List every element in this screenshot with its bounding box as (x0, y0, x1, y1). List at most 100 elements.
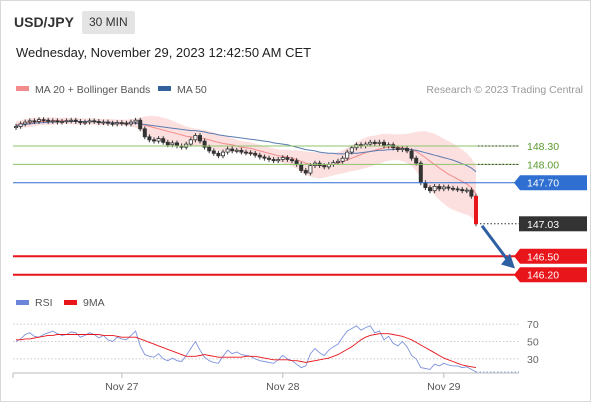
candle (340, 155, 345, 164)
interval-badge[interactable]: 30 MIN (82, 11, 135, 34)
candle (18, 121, 23, 129)
candle-body (308, 165, 313, 174)
candle-body (110, 122, 115, 125)
candle-body (381, 141, 386, 147)
candle-body (230, 148, 235, 152)
candle-body (161, 138, 166, 143)
candle (55, 118, 60, 125)
legend-swatch-9ma (64, 300, 77, 305)
candle (257, 152, 262, 160)
level-label: 148.30 (527, 141, 559, 153)
candle-body (87, 120, 92, 123)
candle (345, 149, 350, 161)
candle (161, 136, 166, 145)
candle (441, 184, 446, 192)
candle (377, 139, 382, 146)
level-badge (514, 175, 587, 191)
candle (308, 163, 313, 176)
candle-body (248, 152, 253, 155)
candle-body (280, 157, 285, 160)
candle (437, 184, 442, 192)
candle-body (285, 157, 290, 160)
candle (27, 118, 32, 125)
current-price-label: 147.03 (527, 219, 559, 231)
candle-layer (13, 117, 478, 227)
candle (60, 119, 65, 125)
candle-body (409, 150, 414, 159)
candle-body (156, 138, 161, 142)
candle (37, 117, 42, 124)
x-axis-label: Nov 29 (427, 381, 460, 393)
candle-body (469, 189, 474, 197)
candle-body (101, 121, 106, 124)
candle (280, 155, 285, 162)
level-label: 146.50 (527, 251, 559, 263)
rsi-tick-label: 30 (527, 354, 539, 366)
candle (202, 138, 207, 150)
candle (473, 193, 478, 227)
candle-body (418, 162, 423, 184)
candle (211, 148, 216, 156)
candle-body (170, 142, 175, 146)
candle (262, 154, 267, 161)
candle-body (64, 120, 69, 123)
datetime-label: Wednesday, November 29, 2023 12:42:50 AM… (16, 45, 312, 60)
candle (455, 186, 460, 192)
candle-body (464, 189, 469, 192)
legend-swatch-rsi (16, 300, 29, 305)
credit-label: Research © 2023 Trading Central (426, 84, 583, 96)
candle-body (124, 122, 129, 125)
legend-label-rsi: RSI (35, 297, 53, 309)
symbol-label: USD/JPY (14, 14, 74, 30)
candle (78, 119, 83, 126)
candle-body (32, 120, 37, 123)
rsi-layer: 70 50 30 (13, 319, 539, 373)
rsi-line (15, 325, 477, 373)
rsi-9ma-line (16, 333, 477, 369)
level-146.50: 146.50 (13, 248, 587, 264)
candle (138, 117, 143, 132)
candle (101, 119, 106, 126)
level-badge (514, 248, 587, 264)
candle (276, 157, 281, 164)
candle-body (202, 140, 207, 148)
candle (446, 184, 451, 191)
legend-swatch-ma50 (158, 86, 171, 91)
candle-body (427, 187, 432, 192)
candle (147, 134, 152, 143)
candle (106, 119, 111, 126)
candle-body (377, 141, 382, 144)
level-layer: 148.30 148.00 147.70 147.03 146.50 146.20 (13, 141, 587, 283)
candle-body (138, 119, 143, 130)
candle (349, 145, 354, 155)
candle-body (294, 160, 299, 165)
candle-body (395, 147, 400, 151)
current-price-badge (519, 216, 587, 232)
candle-body (78, 121, 83, 124)
candle (427, 185, 432, 194)
candle (450, 185, 455, 192)
candle-body (41, 119, 46, 121)
level-label: 147.70 (527, 178, 559, 190)
candle-body (349, 147, 354, 153)
candle-body (151, 139, 156, 142)
rsi-tick-label: 50 (527, 337, 539, 349)
candle-body (142, 128, 147, 138)
candle-body (276, 159, 281, 162)
candle-body (60, 121, 65, 123)
candle (253, 150, 258, 158)
level-label: 148.00 (527, 159, 559, 171)
candle (13, 123, 18, 130)
level-147.70: 147.70 (13, 175, 587, 191)
candle-body (340, 157, 345, 162)
candle (83, 119, 88, 126)
candle-body (128, 121, 133, 125)
candle-body (27, 120, 32, 123)
candle-body (243, 151, 248, 154)
level-147.03: 147.03 (480, 216, 587, 232)
candle (110, 120, 115, 127)
candle-body (55, 120, 60, 123)
candle (409, 148, 414, 161)
